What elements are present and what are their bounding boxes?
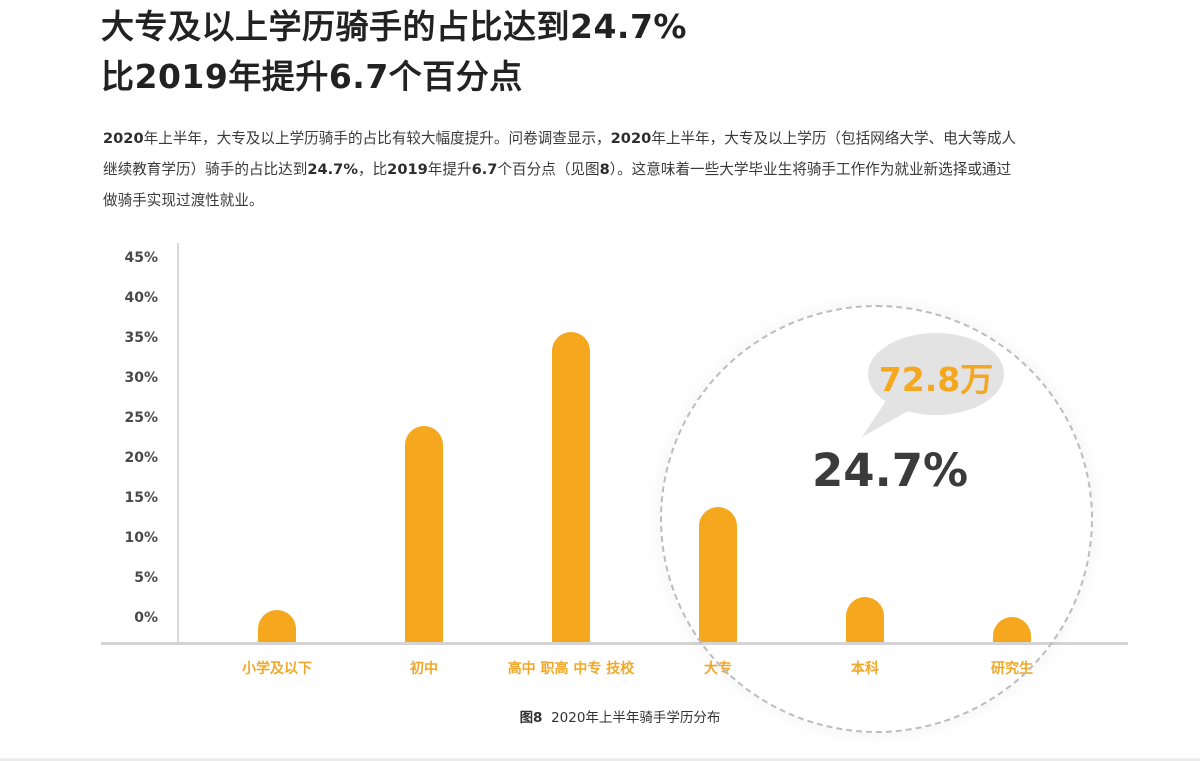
x-tick-label: 研究生 <box>991 661 1033 677</box>
page-bottom-divider <box>0 758 1200 761</box>
paragraph-text: 年上半年，大专及以上学历骑手的占比有较大幅度提升。问卷调查显示， <box>143 130 611 147</box>
bubble-value: 72.8万 <box>878 360 994 399</box>
bold-figure: 6.7 <box>471 161 498 178</box>
bar <box>993 617 1031 643</box>
y-tick-label: 5% <box>134 570 158 586</box>
paragraph-line-2: 继续教育学历）骑手的占比达到24.7%，比2019年提升6.7个百分点（见图8）… <box>103 154 1123 185</box>
figure-caption: 图8 2020年上半年骑手学历分布 <box>470 706 770 726</box>
y-tick-label: 15% <box>124 490 158 506</box>
y-tick-label: 35% <box>124 330 158 346</box>
bar <box>405 426 443 643</box>
bold-figure: 2020 <box>103 130 144 147</box>
x-axis-line <box>101 642 1128 645</box>
y-tick-label: 40% <box>124 290 158 306</box>
bar <box>846 597 884 643</box>
y-tick-label: 25% <box>124 410 158 426</box>
body-paragraph: 2020年上半年，大专及以上学历骑手的占比有较大幅度提升。问卷调查显示，2020… <box>103 123 1123 216</box>
y-tick-label: 20% <box>124 450 158 466</box>
x-tick-label: 小学及以下 <box>242 661 312 677</box>
paragraph-text: 年上半年，大专及以上学历（包括网络大学、电大等成人 <box>651 130 1017 147</box>
bold-figure: 2020 <box>610 130 652 147</box>
y-tick-label: 30% <box>124 370 158 386</box>
bold-figure: 8 <box>599 161 610 178</box>
bar <box>699 506 737 643</box>
x-tick-label: 本科 <box>851 661 879 677</box>
paragraph-text: ）。这意味着一些大学毕业生将骑手工作作为就业新选择或通过 <box>609 161 1012 178</box>
title-line-1: 大专及以上学历骑手的占比达到24.7% <box>101 7 687 46</box>
paragraph-line-3: 做骑手实现过渡性就业。 <box>103 185 1123 216</box>
page-title: 大专及以上学历骑手的占比达到24.7% 比2019年提升6.7个百分点 <box>101 2 1101 102</box>
x-tick-label: 初中 <box>410 661 438 677</box>
bold-figure: 2019 <box>387 161 428 178</box>
y-tick-label: 10% <box>124 530 158 546</box>
y-tick-label: 45% <box>124 250 158 266</box>
y-tick-label: 0% <box>134 610 158 626</box>
speech-bubble-icon <box>862 333 1004 437</box>
highlight-percentage: 24.7% <box>812 444 969 497</box>
x-tick-label: 高中 职高 中专 技校 <box>507 661 635 677</box>
paragraph-line-1: 2020年上半年，大专及以上学历骑手的占比有较大幅度提升。问卷调查显示，2020… <box>103 123 1123 154</box>
paragraph-text: 年提升 <box>427 161 472 178</box>
x-tick-label: 大专 <box>704 661 732 677</box>
paragraph-text: 继续教育学历）骑手的占比达到 <box>103 161 308 178</box>
bar <box>258 610 296 643</box>
y-axis-line <box>177 243 179 643</box>
paragraph-text: 做骑手实现过渡性就业。 <box>103 192 264 209</box>
figure-number: 图8 <box>519 710 543 726</box>
figure-title: 2020年上半年骑手学历分布 <box>551 710 721 726</box>
title-line-2: 比2019年提升6.7个百分点 <box>101 57 523 96</box>
bar <box>552 331 590 643</box>
bold-figure: 24.7% <box>307 161 358 178</box>
paragraph-text: ，比 <box>357 161 388 178</box>
paragraph-text: 个百分点（见图 <box>497 161 600 178</box>
